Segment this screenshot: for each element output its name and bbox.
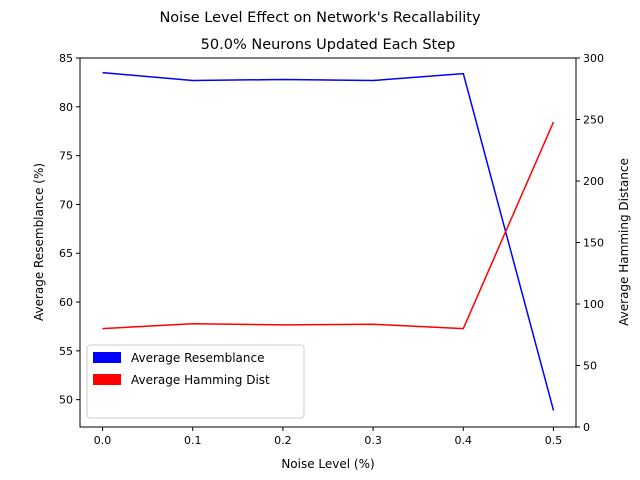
x-tick-label: 0.4	[455, 434, 473, 447]
y-tick-label-left: 55	[59, 345, 73, 358]
y-tick-label-left: 85	[59, 52, 73, 65]
plot-area-frame	[79, 57, 577, 428]
x-axis-label: Noise Level (%)	[281, 457, 374, 471]
chart-suptitle: Noise Level Effect on Network's Recallab…	[159, 10, 481, 26]
legend-label-resemblance: Average Resemblance	[131, 351, 265, 365]
y-tick-label-right: 300	[583, 52, 604, 65]
y-tick-label-right: 50	[583, 360, 597, 373]
y-tick-label-right: 200	[583, 175, 604, 188]
legend-swatch-resemblance	[93, 352, 121, 363]
y-tick-label-right: 150	[583, 237, 604, 250]
y-tick-label-left: 65	[59, 247, 73, 260]
y-tick-label-right: 250	[583, 114, 604, 127]
y-tick-label-left: 70	[59, 198, 73, 211]
series-lines	[102, 71, 555, 411]
y-axis-label-right: Average Hamming Distance	[617, 158, 631, 326]
y-axis-label-left: Average Resemblance (%)	[32, 163, 46, 321]
chart-title: 50.0% Neurons Updated Each Step	[201, 37, 456, 53]
y-tick-label-left: 50	[59, 394, 73, 407]
y-tick-label-left: 80	[59, 101, 73, 114]
x-tick-label: 0.0	[94, 434, 112, 447]
legend: Average Resemblance Average Hamming Dist	[86, 344, 305, 419]
y-tick-label-right: 0	[583, 421, 590, 434]
series-line-hamming	[102, 121, 555, 330]
x-tick-label: 0.3	[364, 434, 382, 447]
x-tick-label: 0.5	[545, 434, 563, 447]
x-tick-label: 0.1	[184, 434, 202, 447]
series-line-resemblance	[102, 71, 555, 411]
legend-frame	[86, 344, 305, 419]
axis-ticks: 0.0 0.1 0.2 0.3 0.4 0.5 50 55 60 65 70 75 80 85 0 50 100…	[59, 52, 604, 447]
y-tick-label-left: 75	[59, 150, 73, 163]
x-tick-label: 0.2	[274, 434, 292, 447]
legend-label-hamming: Average Hamming Dist	[131, 373, 270, 387]
legend-swatch-hamming	[93, 374, 121, 385]
y-tick-label-left: 60	[59, 296, 73, 309]
y-tick-label-right: 100	[583, 298, 604, 311]
